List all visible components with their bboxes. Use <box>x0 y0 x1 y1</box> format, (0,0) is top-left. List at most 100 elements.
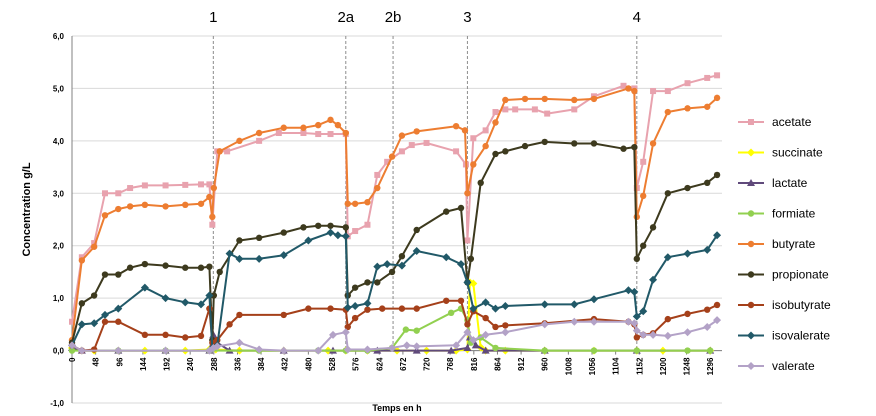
butyrate-point <box>141 201 149 209</box>
acetate-point <box>198 181 205 188</box>
lactate-point <box>481 346 490 354</box>
valerate-point <box>501 328 510 337</box>
butyrate-point <box>664 108 672 116</box>
butyrate-point <box>388 153 396 160</box>
isovalerate-point <box>225 249 234 258</box>
x-tick-label: 864 <box>493 357 502 371</box>
isobutyrate-point <box>141 331 149 339</box>
x-tick-label: 1248 <box>683 357 692 375</box>
y-tick-label: 0,0 <box>53 347 65 356</box>
x-tick-label: 240 <box>186 357 195 371</box>
isovalerate-point <box>632 312 641 321</box>
butyrate-point <box>78 257 86 264</box>
butyrate-point <box>216 148 223 155</box>
butyrate-point <box>461 127 469 134</box>
valerate-point <box>469 336 478 345</box>
butyrate-point <box>90 243 98 250</box>
legend-swatch-marker <box>747 179 755 186</box>
succinate-line <box>71 281 711 352</box>
acetate-point <box>640 158 647 165</box>
butyrate-line <box>71 87 718 341</box>
isovalerate-point <box>412 246 421 255</box>
legend-swatch-marker <box>747 331 755 340</box>
propionate-point <box>364 279 371 286</box>
valerate-point <box>452 341 461 350</box>
isobutyrate-point <box>236 311 243 319</box>
butyrate-point <box>684 105 691 112</box>
lactate-point <box>471 341 480 349</box>
propionate-point <box>210 292 218 299</box>
isobutyrate-point <box>492 323 499 331</box>
valerate-point <box>481 330 490 339</box>
legend-swatch-marker <box>747 148 755 157</box>
butyrate-point <box>344 200 351 207</box>
isovalerate-point <box>326 228 335 237</box>
isovalerate-point <box>639 307 648 316</box>
x-tick-label: 1056 <box>588 357 597 375</box>
propionate-point <box>300 224 307 231</box>
isovalerate-point <box>333 231 342 240</box>
isobutyrate-point <box>664 315 672 323</box>
y-tick-label: -1,0 <box>50 399 64 408</box>
isovalerate-point <box>383 260 392 269</box>
isobutyrate-point <box>379 305 386 312</box>
legend-label: formiate <box>772 207 816 221</box>
legend-item-acetate: acetate <box>738 115 812 129</box>
acetate-point <box>275 129 282 136</box>
butyrate-point <box>115 205 122 213</box>
isobutyrate-point <box>280 311 287 319</box>
valerate-point <box>683 328 692 337</box>
x-tick-label: 1104 <box>612 357 621 375</box>
acetate-point <box>352 228 359 235</box>
propionate-point <box>182 264 189 271</box>
valerate-point <box>540 320 549 329</box>
valerate-point <box>235 338 244 347</box>
butyrate-point <box>351 200 359 207</box>
isovalerate-point <box>501 302 510 311</box>
propionate-point <box>398 253 406 260</box>
isovalerate-point <box>351 302 360 311</box>
propionate-point <box>388 268 396 276</box>
butyrate-point <box>197 200 205 207</box>
series-valerate <box>68 316 722 355</box>
x-tick-label: 912 <box>517 357 526 371</box>
valerate-point <box>255 345 264 354</box>
acetate-point <box>364 221 371 228</box>
butyrate-point <box>398 132 406 139</box>
isobutyrate-point <box>344 323 351 331</box>
butyrate-point <box>209 213 216 221</box>
isobutyrate-point <box>482 314 489 322</box>
formiate-point <box>633 347 641 354</box>
propionate-point <box>90 292 98 299</box>
propionate-point <box>280 229 287 236</box>
isovalerate-point <box>114 304 123 313</box>
legend-item-valerate: valerate <box>738 359 815 373</box>
x-tick-label: 576 <box>352 357 361 371</box>
propionate-point <box>633 255 641 263</box>
x-tick-label: 480 <box>304 357 313 371</box>
x-tick-label: 96 <box>115 357 124 366</box>
event-label: 3 <box>463 9 471 26</box>
isobutyrate-point <box>101 318 109 325</box>
isovalerate-point <box>442 253 451 262</box>
formiate-point <box>492 344 499 352</box>
x-tick-label: 528 <box>328 357 337 371</box>
isobutyrate-point <box>327 305 334 312</box>
isobutyrate-point <box>464 321 471 328</box>
propionate-point <box>216 268 223 276</box>
isovalerate-point <box>77 320 86 329</box>
formiate-point <box>590 347 598 354</box>
acetate-point <box>384 158 391 165</box>
propionate-point <box>413 226 420 234</box>
formiate-point <box>706 347 714 354</box>
isobutyrate-point <box>162 331 169 339</box>
acetate-point <box>423 139 430 146</box>
propionate-point <box>541 138 548 146</box>
acetate-point <box>69 318 75 325</box>
x-tick-label: 48 <box>92 357 101 366</box>
isobutyrate-point <box>684 310 691 318</box>
isobutyrate-point <box>443 297 450 304</box>
legend-swatch-marker <box>748 119 754 125</box>
formiate-point <box>447 309 455 317</box>
x-tick-label: 336 <box>233 357 242 371</box>
